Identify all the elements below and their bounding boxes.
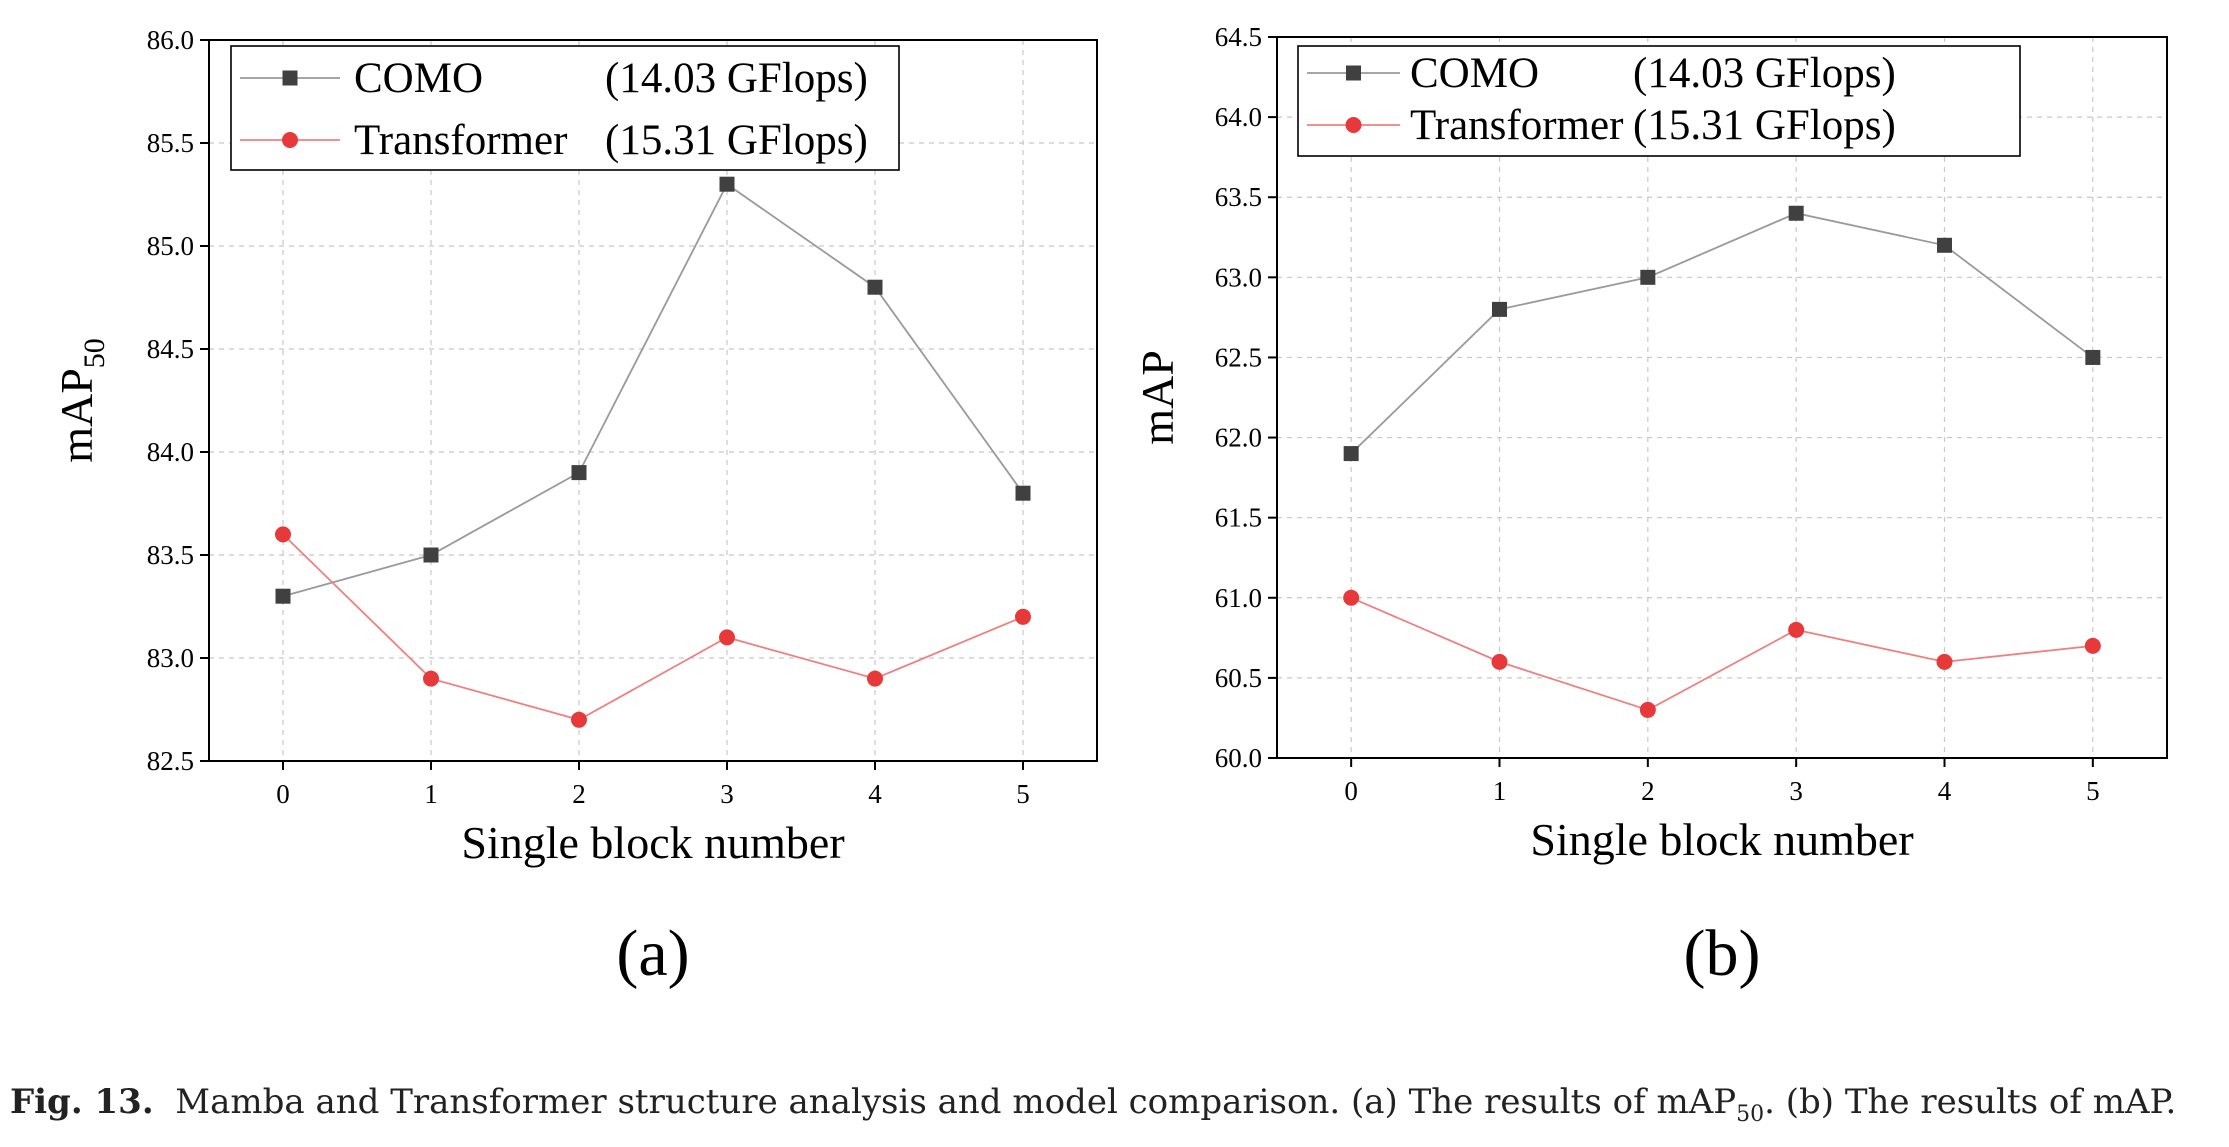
- plot-frame: [208, 39, 1098, 762]
- x-tick-label: 4: [868, 779, 882, 809]
- legend-como-marker: [1346, 65, 1361, 81]
- transformer-point: [1491, 653, 1508, 670]
- y-tick-label: 60.0: [1215, 743, 1262, 773]
- como-point: [1015, 485, 1031, 501]
- transformer-series-line: [1350, 596, 2093, 711]
- como-point: [1937, 237, 1952, 253]
- transformer-point: [423, 670, 439, 687]
- como-series-line: [1350, 212, 2094, 455]
- transformer-point: [719, 629, 735, 646]
- x-tick-label: 2: [1641, 776, 1655, 806]
- caption-text-b: . (b) The results of mAP.: [1764, 1082, 2177, 1122]
- transformer-point: [571, 711, 587, 728]
- caption-subscript: 50: [1736, 1101, 1765, 1127]
- y-tick-label: 64.5: [1215, 22, 1262, 52]
- como-point: [571, 465, 587, 481]
- y-tick-label: 64.0: [1215, 102, 1262, 132]
- y-tick-label: 83.0: [147, 643, 194, 673]
- transformer-point: [867, 670, 883, 687]
- y-axis-title: mAP50: [51, 338, 111, 463]
- legend-transformer-marker: [1345, 117, 1362, 133]
- legend-como-flops: (14.03 GFlops): [605, 55, 868, 102]
- y-tick-label: 85.5: [147, 128, 194, 158]
- transformer-point: [1639, 701, 1656, 718]
- como-point: [2085, 349, 2101, 365]
- transformer-point: [1343, 589, 1360, 606]
- transformer-point: [1015, 608, 1031, 625]
- legend-transformer-flops: (15.31 GFlops): [1633, 102, 1896, 149]
- figure-caption: Fig. 13. Mamba and Transformer structure…: [10, 1082, 2225, 1127]
- x-tick-label: 0: [276, 779, 290, 809]
- y-tick-label: 86.0: [147, 25, 194, 55]
- panel-label: (a): [616, 917, 689, 990]
- y-tick-label: 62.5: [1215, 342, 1262, 372]
- y-tick-label: 62.0: [1215, 423, 1262, 453]
- x-tick-label: 5: [2086, 776, 2100, 806]
- como-point: [1788, 205, 1804, 221]
- y-tick-label: 83.5: [147, 540, 194, 570]
- x-axis-title: Single block number: [1530, 814, 1913, 865]
- transformer-point: [1936, 653, 1953, 670]
- como-point: [867, 279, 883, 295]
- como-point: [719, 176, 735, 192]
- como-point: [1640, 269, 1656, 285]
- y-tick-label: 61.5: [1215, 503, 1262, 533]
- x-tick-label: 3: [1789, 776, 1803, 806]
- y-tick-label: 84.5: [147, 334, 194, 364]
- y-tick-label: 85.0: [147, 231, 194, 261]
- y-axis-title: mAP: [1132, 350, 1183, 445]
- figure: 82.5 83.0 83.5 84.0 84.5 85.0 85.5 86.0 0 1 2 3 4 5 CO…: [51, 22, 2168, 990]
- y-tick-label: 82.5: [147, 746, 194, 776]
- legend-como-marker: [282, 70, 298, 86]
- transformer-point: [275, 526, 291, 543]
- como-point: [423, 547, 439, 563]
- legend-como-flops: (14.03 GFlops): [1633, 50, 1896, 97]
- legend-transformer-label: Transformer: [354, 117, 567, 164]
- transformer-point: [1788, 621, 1805, 638]
- legend-como-label: COMO: [354, 55, 483, 102]
- panel-a-group: 82.5 83.0 83.5 84.0 84.5 85.0 85.5 86.0 0 1 2 3 4 5 CO…: [51, 25, 1098, 990]
- x-tick-label: 1: [1493, 776, 1507, 806]
- plot-frame: [1276, 36, 2168, 759]
- como-point: [1343, 446, 1359, 462]
- x-axis-title: Single block number: [461, 817, 844, 868]
- transformer-series-line: [282, 533, 1024, 721]
- legend-como-label: COMO: [1410, 50, 1539, 97]
- x-tick-label: 2: [572, 779, 586, 809]
- como-series-line: [282, 182, 1024, 598]
- legend-transformer-label: Transformer: [1410, 102, 1623, 149]
- caption-label: Fig. 13.: [10, 1082, 154, 1122]
- y-tick-label: 61.0: [1215, 583, 1262, 613]
- x-tick-label: 4: [1938, 776, 1952, 806]
- como-point: [275, 588, 291, 604]
- y-tick-label: 84.0: [147, 437, 194, 467]
- legend-box: [1297, 45, 2021, 157]
- x-tick-label: 1: [424, 779, 438, 809]
- x-tick-label: 3: [720, 779, 734, 809]
- panel-b-group: 60.0 60.5 61.0 61.5 62.0 62.5 63.0 63.5 64.0 64.5…: [1132, 22, 2168, 990]
- y-tick-label: 60.5: [1215, 663, 1262, 693]
- y-tick-label: 63.5: [1215, 182, 1262, 212]
- como-point: [1492, 301, 1507, 317]
- legend-transformer-flops: (15.31 GFlops): [605, 117, 868, 164]
- transformer-point: [2084, 637, 2101, 654]
- y-tick-label: 63.0: [1215, 262, 1262, 292]
- legend-transformer-marker: [282, 132, 298, 148]
- panel-label: (b): [1684, 917, 1761, 990]
- x-tick-label: 0: [1344, 776, 1358, 806]
- legend-box: [230, 45, 900, 171]
- caption-text-a: Mamba and Transformer structure analysis…: [175, 1082, 1737, 1122]
- x-tick-label: 5: [1016, 779, 1030, 809]
